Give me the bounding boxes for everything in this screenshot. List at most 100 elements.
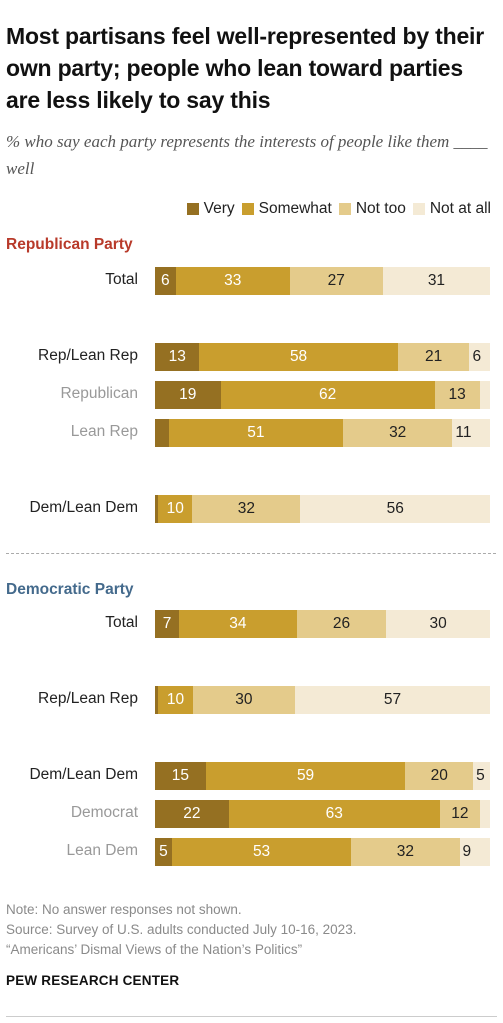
data-label: 9 <box>462 843 472 860</box>
data-label: 57 <box>383 691 402 708</box>
bar-segment-not-at-all <box>479 800 490 828</box>
bottom-rule <box>6 1016 497 1017</box>
bar-segment-very: 7 <box>155 610 180 638</box>
bar-segment-not-too: 30 <box>192 686 296 714</box>
data-label: 6 <box>161 272 170 289</box>
data-label: 59 <box>296 767 315 784</box>
bar-segment-not-too: 13 <box>434 381 480 409</box>
bar-republican-party-republican: 19 62 13 <box>155 381 490 409</box>
data-label: 22 <box>183 805 201 822</box>
bar-segment-not-too: 12 <box>439 800 480 828</box>
bar-segment-not-at-all <box>479 381 490 409</box>
section-title-republican-party: Republican Party <box>6 236 133 253</box>
row-label-total: Total <box>105 271 138 288</box>
legend-label-very: Very <box>203 200 235 217</box>
data-label: 21 <box>424 348 443 365</box>
bar-segment-somewhat: 51 <box>168 419 343 447</box>
legend-label-somewhat: Somewhat <box>258 200 332 217</box>
bar-republican-party-rep-lean-rep: 13 58 21 6 <box>155 343 490 371</box>
row-label-dem-lean-dem: Dem/Lean Dem <box>29 766 138 783</box>
bar-segment-very: 6 <box>155 267 176 295</box>
bar-segment-very <box>155 419 169 447</box>
bar-segment-somewhat: 53 <box>171 838 352 866</box>
legend-label-not-too: Not too <box>355 200 406 217</box>
bar-segment-very: 19 <box>155 381 221 409</box>
notes: Note: No answer responses not shown. Sou… <box>6 900 356 960</box>
data-label: 63 <box>325 805 343 822</box>
bar-segment-not-too: 21 <box>397 343 470 371</box>
data-label: 32 <box>396 843 414 860</box>
legend: Very Somewhat Not too Not at all <box>180 200 491 218</box>
bar-segment-somewhat: 33 <box>175 267 290 295</box>
row-label-republican: Republican <box>60 385 138 402</box>
bar-segment-very <box>155 686 159 714</box>
row-label-rep-lean-rep: Rep/Lean Rep <box>38 690 138 707</box>
bar-segment-very <box>155 495 159 523</box>
bar-segment-somewhat: 63 <box>228 800 440 828</box>
bar-segment-not-too: 26 <box>296 610 387 638</box>
data-label: 56 <box>386 500 404 517</box>
bar-segment-very: 22 <box>155 800 229 828</box>
bar-segment-not-at-all: 56 <box>300 495 490 523</box>
data-label: 26 <box>332 615 351 632</box>
bar-segment-not-too: 32 <box>343 419 453 447</box>
bar-democratic-party-total: 7 34 26 30 <box>155 610 490 638</box>
bar-republican-party-total: 6 33 27 31 <box>155 267 490 295</box>
legend-item-not-at-all: Not at all <box>412 200 491 218</box>
legend-item-not-too: Not too <box>338 200 406 218</box>
data-label: 32 <box>389 424 407 441</box>
data-label: 10 <box>166 691 185 708</box>
data-label: 5 <box>159 843 168 860</box>
legend-swatch-somewhat <box>241 203 254 215</box>
data-label: 7 <box>162 615 172 632</box>
legend-item-somewhat: Somewhat <box>241 200 332 218</box>
note-text: Note: No answer responses not shown. <box>6 902 242 917</box>
row-label-lean-rep: Lean Rep <box>70 423 138 440</box>
data-label: 32 <box>237 500 255 517</box>
bar-segment-somewhat: 10 <box>158 495 193 523</box>
section-divider <box>6 553 496 554</box>
report-title-text: “Americans’ Dismal Views of the Nation’s… <box>6 942 303 957</box>
bar-segment-somewhat: 34 <box>179 610 297 638</box>
bar-segment-somewhat: 59 <box>205 762 406 790</box>
source-text: Source: Survey of U.S. adults conducted … <box>6 922 357 937</box>
data-label: 33 <box>224 272 242 289</box>
bar-segment-very: 13 <box>155 343 200 371</box>
data-label: 13 <box>168 348 186 365</box>
data-label: 19 <box>179 386 197 403</box>
data-label: 53 <box>252 843 271 860</box>
bar-segment-not-at-all: 9 <box>459 838 490 866</box>
data-label: 58 <box>289 348 308 365</box>
bar-segment-somewhat: 62 <box>220 381 435 409</box>
chart-title: Most partisans feel well-represented by … <box>6 23 484 113</box>
data-label: 11 <box>455 424 472 441</box>
chart-subtitle: % who say each party represents the inte… <box>6 132 488 178</box>
data-label: 13 <box>448 386 466 403</box>
data-label: 15 <box>171 767 189 784</box>
bar-republican-party-lean-rep: 51 32 11 <box>155 419 490 447</box>
row-label-democrat: Democrat <box>70 804 138 821</box>
bar-segment-somewhat: 10 <box>158 686 193 714</box>
bar-segment-very: 5 <box>155 838 172 866</box>
section-title-democratic-party: Democratic Party <box>6 581 134 598</box>
data-label: 30 <box>235 691 253 708</box>
data-label: 5 <box>476 767 485 784</box>
legend-label-not-at-all: Not at all <box>429 200 491 217</box>
bar-segment-not-at-all: 30 <box>386 610 490 638</box>
legend-item-very: Very <box>186 200 235 218</box>
data-label: 31 <box>427 272 446 289</box>
row-label-lean-dem: Lean Dem <box>66 842 138 859</box>
bar-republican-party-dem-lean-dem: 10 32 56 <box>155 495 490 523</box>
data-label: 27 <box>327 272 345 289</box>
bar-democratic-party-dem-lean-dem: 15 59 20 5 <box>155 762 490 790</box>
data-label: 10 <box>166 500 184 517</box>
bar-segment-not-at-all: 31 <box>382 267 490 295</box>
data-label: 12 <box>451 805 469 822</box>
data-label: 20 <box>430 767 448 784</box>
bar-democratic-party-democrat: 22 63 12 <box>155 800 490 828</box>
bar-segment-somewhat: 58 <box>199 343 398 371</box>
row-label-total: Total <box>105 614 138 631</box>
bar-democratic-party-lean-dem: 5 53 32 9 <box>155 838 490 866</box>
bar-segment-not-at-all: 57 <box>295 686 490 714</box>
bar-segment-not-too: 32 <box>351 838 460 866</box>
